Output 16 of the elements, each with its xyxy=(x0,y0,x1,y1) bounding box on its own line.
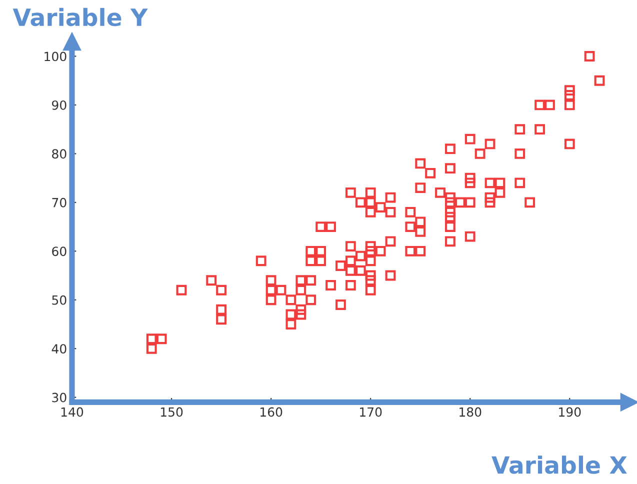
y-tick-label: 100 xyxy=(44,52,66,62)
x-tick-label: 160 xyxy=(260,407,282,417)
y-tick-label: 70 xyxy=(52,198,66,208)
y-tick-label: 60 xyxy=(52,246,66,256)
x-tick-label: 190 xyxy=(559,407,581,417)
y-tick-label: 40 xyxy=(52,344,66,354)
y-tick-label: 90 xyxy=(52,100,66,110)
x-tick-label: 140 xyxy=(61,407,84,417)
y-axis-title: Variable Y xyxy=(12,8,148,26)
x-tick-label: 170 xyxy=(360,407,382,417)
x-tick-label: 180 xyxy=(460,407,482,417)
x-tick-label: 150 xyxy=(160,407,183,417)
y-tick-label: 50 xyxy=(52,295,66,305)
y-tick-label: 30 xyxy=(52,392,66,402)
x-axis-title: Variable X xyxy=(492,456,627,474)
y-tick-label: 80 xyxy=(52,149,66,159)
